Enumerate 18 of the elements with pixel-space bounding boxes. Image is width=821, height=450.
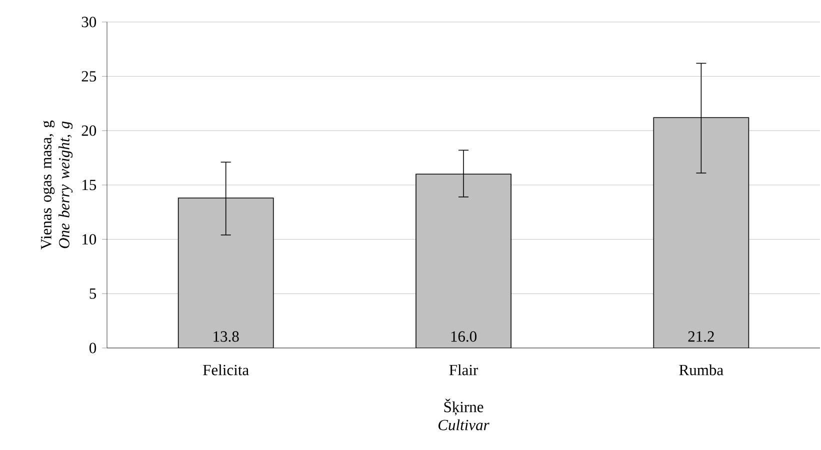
x-tick-label: Rumba <box>679 364 724 376</box>
y-tick-label: 0 <box>89 342 96 354</box>
y-tick-label: 10 <box>82 234 96 245</box>
data-label: 16.0 <box>451 331 476 342</box>
y-tick-label: 5 <box>90 288 96 299</box>
bar <box>178 198 274 348</box>
y-tick-label: 15 <box>82 180 96 190</box>
y-tick-label: 20 <box>82 125 96 136</box>
bar <box>416 174 512 348</box>
x-tick-label: Flair <box>449 364 478 376</box>
data-label: 13.8 <box>214 331 239 342</box>
y-tick-label: 25 <box>82 71 96 82</box>
x-axis-title: Šķirne Cultivar <box>438 398 490 430</box>
y-tick-label: 30 <box>82 16 96 28</box>
bar <box>653 117 750 348</box>
x-tick-label: Felicita <box>203 364 249 376</box>
y-axis-title: Vienas ogas masa, g One berry weight, g <box>41 120 73 250</box>
data-label: 21.2 <box>688 331 714 342</box>
